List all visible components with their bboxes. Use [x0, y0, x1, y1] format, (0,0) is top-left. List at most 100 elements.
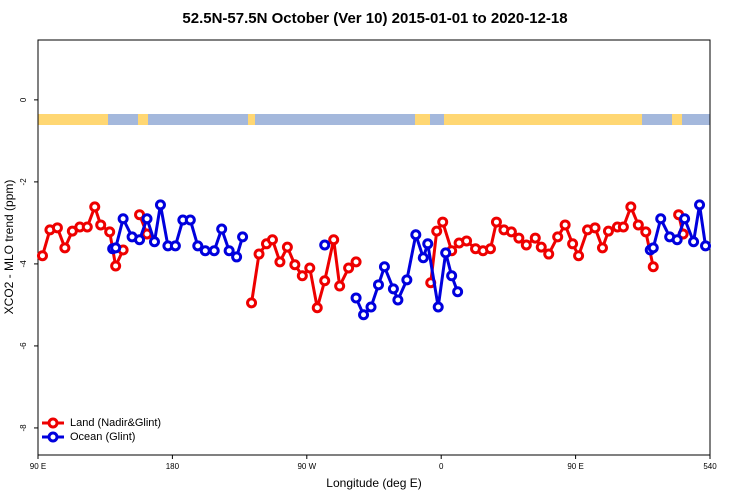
y-tick-label: -8 — [19, 424, 28, 432]
point — [552, 231, 564, 243]
point — [311, 302, 323, 314]
point — [192, 240, 204, 252]
legend-marker — [47, 417, 59, 429]
point — [529, 232, 541, 244]
legend-label: Ocean (Glint) — [70, 431, 135, 443]
point — [688, 236, 700, 248]
point — [246, 297, 258, 309]
point — [378, 261, 390, 273]
point — [304, 262, 316, 274]
point — [452, 286, 464, 298]
x-axis-label: Longitude (deg E) — [326, 476, 421, 490]
point — [694, 199, 706, 211]
point — [358, 309, 370, 321]
point — [602, 225, 614, 237]
point — [372, 279, 384, 291]
y-tick-label: -4 — [19, 260, 28, 268]
x-tick-label: 0 — [439, 462, 444, 471]
legend-label: Land (Nadir&Glint) — [70, 417, 161, 429]
point — [208, 245, 220, 257]
x-tick-label: 540 — [703, 462, 717, 471]
point — [490, 216, 502, 228]
point — [640, 226, 652, 238]
series-line — [112, 204, 708, 318]
point — [184, 214, 196, 226]
point — [328, 234, 340, 246]
point — [440, 247, 452, 259]
point — [89, 201, 101, 213]
point — [296, 270, 308, 282]
y-tick-label: -6 — [19, 342, 28, 350]
point — [199, 245, 211, 257]
plot-frame — [37, 39, 711, 456]
point — [281, 241, 293, 253]
x-tick-label: 90 E — [30, 462, 46, 471]
point — [36, 250, 48, 262]
point — [543, 248, 555, 260]
point — [59, 242, 71, 254]
point — [671, 234, 683, 246]
point — [417, 252, 429, 264]
point — [567, 238, 579, 250]
point — [169, 240, 181, 252]
point — [343, 262, 355, 274]
legend-marker — [47, 431, 59, 443]
point — [392, 294, 404, 306]
point — [520, 239, 532, 251]
point — [513, 232, 525, 244]
point — [625, 201, 637, 213]
point — [319, 275, 331, 287]
point — [237, 231, 249, 243]
x-tick-label: 90 W — [297, 462, 316, 471]
point — [110, 260, 122, 272]
point — [535, 241, 547, 253]
point — [647, 242, 659, 254]
point — [559, 219, 571, 231]
y-tick-label: 0 — [19, 97, 28, 102]
chart-title: 52.5N-57.5N October (Ver 10) 2015-01-01 … — [182, 10, 567, 27]
point — [266, 234, 278, 246]
point — [95, 219, 107, 231]
point — [110, 242, 122, 254]
point — [350, 292, 362, 304]
point — [274, 256, 286, 268]
point — [596, 242, 608, 254]
point — [148, 236, 160, 248]
point — [154, 199, 166, 211]
point — [134, 234, 146, 246]
point — [51, 222, 63, 234]
point — [432, 301, 444, 313]
point — [216, 223, 228, 235]
point — [700, 240, 712, 252]
point — [655, 213, 667, 225]
y-axis-label: XCO2 - MLO trend (ppm) — [2, 180, 16, 315]
point — [81, 221, 93, 233]
point — [334, 280, 346, 292]
series-line — [41, 202, 685, 309]
point — [401, 274, 413, 286]
point — [141, 213, 153, 225]
point — [484, 243, 496, 255]
land-mask-strip — [38, 114, 710, 125]
point — [505, 226, 517, 238]
point — [117, 213, 129, 225]
point — [410, 229, 422, 241]
point — [104, 226, 116, 238]
point — [431, 225, 443, 237]
x-tick-label: 90 E — [567, 462, 583, 471]
point — [573, 250, 585, 262]
point — [350, 256, 362, 268]
y-tick-label: -2 — [19, 178, 28, 186]
point — [422, 238, 434, 250]
point — [253, 248, 265, 260]
point — [231, 251, 243, 263]
point — [461, 235, 473, 247]
point — [387, 283, 399, 295]
point — [319, 239, 331, 251]
point — [223, 245, 235, 257]
x-tick-label: 180 — [166, 462, 180, 471]
point — [289, 259, 301, 271]
point — [647, 261, 659, 273]
point — [589, 222, 601, 234]
